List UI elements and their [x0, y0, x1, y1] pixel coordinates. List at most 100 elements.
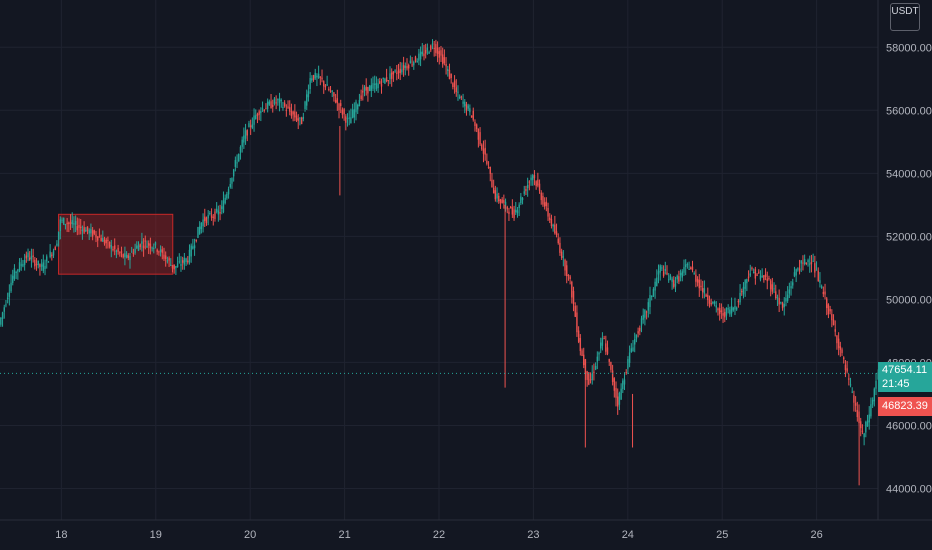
candle-body — [105, 239, 107, 244]
candle-body — [637, 331, 639, 334]
candle-body — [805, 262, 808, 265]
candle — [611, 364, 614, 386]
candle-body — [64, 224, 67, 226]
candle — [93, 229, 96, 236]
candle — [12, 269, 14, 286]
candle — [255, 109, 257, 120]
candle — [487, 161, 490, 169]
candle — [481, 143, 483, 151]
candle-body — [351, 109, 354, 118]
candle — [462, 93, 464, 108]
candle — [460, 95, 463, 100]
candle-body — [572, 291, 575, 305]
candle-body — [603, 338, 605, 340]
candle-body — [282, 107, 284, 109]
candle-body — [491, 179, 493, 188]
candle — [210, 208, 213, 221]
candle-body — [149, 243, 152, 249]
candle-body — [323, 81, 325, 87]
candle — [232, 168, 235, 182]
candle-body — [263, 110, 265, 112]
candle-body — [751, 267, 753, 269]
candle-body — [260, 111, 262, 114]
candle-body — [353, 109, 356, 118]
candle — [513, 205, 515, 221]
candle-body — [273, 98, 276, 104]
candle — [861, 424, 864, 435]
candle-body — [229, 184, 231, 188]
candle — [336, 89, 339, 111]
candle-body — [93, 230, 96, 234]
candle — [608, 358, 610, 366]
candle-body — [475, 124, 478, 129]
candle-body — [428, 52, 430, 54]
candle-body — [294, 111, 296, 118]
candle-body — [554, 224, 556, 234]
candle-body — [504, 201, 507, 206]
candle-body — [776, 297, 779, 299]
candle — [185, 257, 187, 266]
candle — [763, 275, 765, 283]
candle-body — [166, 260, 169, 262]
candle-body — [209, 213, 211, 215]
candle — [511, 199, 514, 218]
candle-body — [713, 301, 716, 304]
candle — [314, 68, 316, 80]
time-axis[interactable]: 18 19 20 21 22 23 24 25 26 — [55, 529, 823, 541]
candle — [170, 258, 172, 267]
candle-body — [601, 337, 604, 346]
candle — [290, 103, 293, 119]
candle — [180, 256, 182, 272]
candle-body — [545, 201, 548, 207]
candle-body — [423, 53, 425, 57]
candle-body — [409, 60, 412, 64]
candle — [441, 47, 444, 68]
candle-body — [768, 278, 770, 280]
candle-body — [136, 245, 138, 249]
candle — [419, 46, 422, 67]
candle — [839, 341, 842, 357]
time-tick-label: 25 — [716, 529, 728, 541]
candle — [256, 112, 259, 124]
candle-body — [178, 261, 180, 263]
candle — [69, 214, 72, 230]
candle-body — [851, 391, 853, 393]
candle-body — [151, 247, 153, 249]
price-tick-label: 46000.00 — [886, 420, 932, 432]
candle-body — [399, 68, 401, 74]
candle — [406, 58, 408, 71]
candle — [679, 269, 682, 282]
candle-body — [350, 117, 352, 124]
candle-body — [275, 102, 277, 104]
candle-body — [382, 77, 384, 79]
candle — [606, 340, 609, 356]
candle — [788, 282, 791, 299]
candle — [88, 228, 90, 240]
candle-body — [161, 249, 163, 253]
candle-body — [778, 298, 780, 305]
candle-body — [224, 197, 226, 204]
candle — [567, 274, 570, 281]
candle — [455, 79, 457, 97]
candle-body — [627, 359, 629, 369]
candle — [450, 73, 452, 84]
candle — [843, 356, 845, 364]
candle — [873, 387, 876, 407]
candle — [357, 103, 359, 114]
candle-body — [848, 378, 850, 380]
candle-body — [100, 238, 102, 242]
candle — [97, 236, 99, 248]
candle — [518, 202, 520, 216]
candle — [555, 223, 558, 238]
candle-body — [176, 263, 179, 268]
price-axis[interactable]: 44000.0046000.0048000.0050000.0052000.00… — [886, 42, 932, 495]
candle-body — [125, 254, 128, 258]
candle-body — [764, 274, 767, 278]
candle-body — [261, 108, 264, 110]
currency-unit-badge[interactable]: USDT — [890, 3, 920, 31]
candle-body — [57, 231, 60, 240]
candle-body — [773, 288, 775, 290]
candle — [540, 190, 542, 205]
candle — [340, 99, 342, 114]
